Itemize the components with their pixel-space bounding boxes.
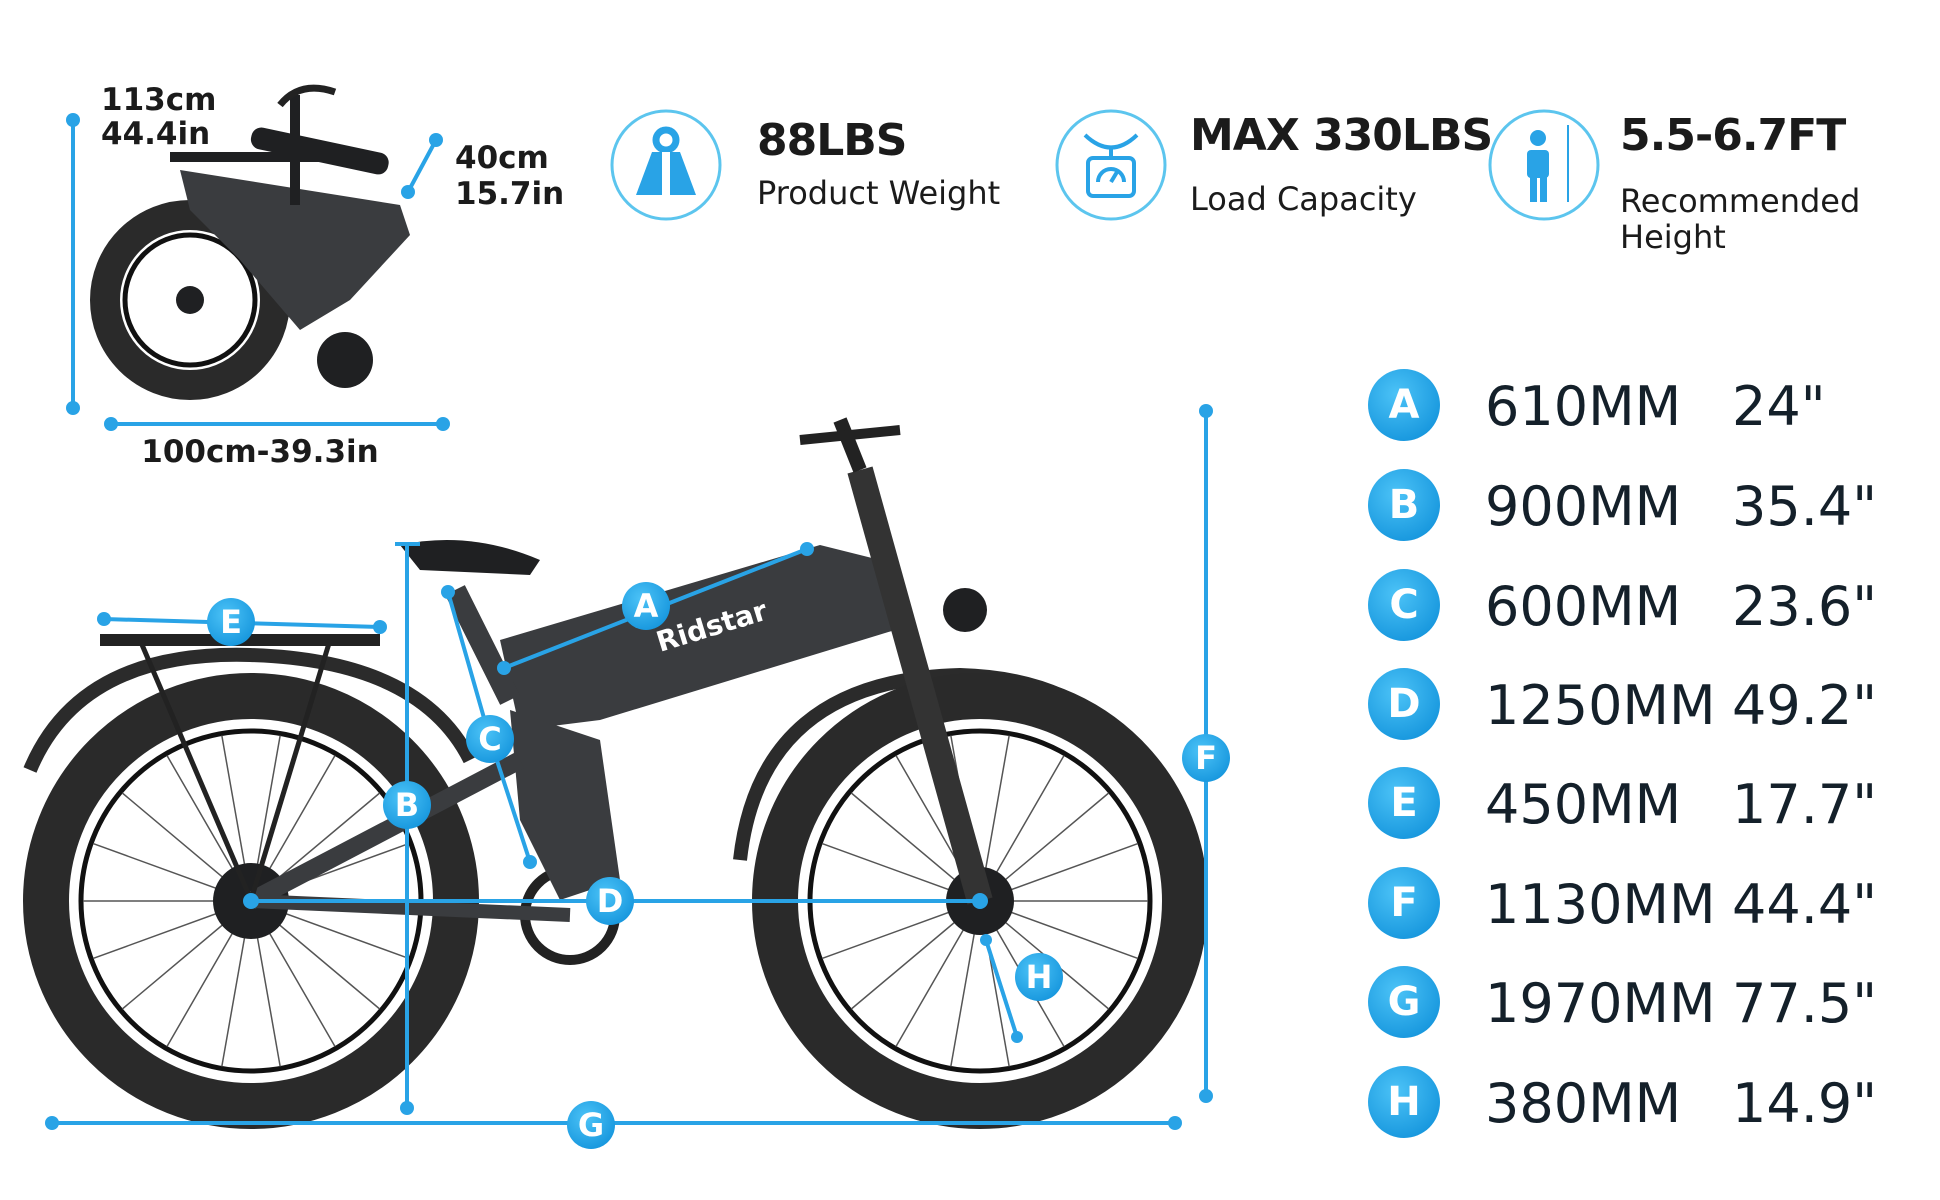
spec-letter-badge: [1368, 569, 1440, 641]
folded-width-in: 15.7in: [455, 176, 564, 212]
dimension-labels: A B C D E F G H: [207, 582, 1230, 1149]
folded-height-cm: 113cm: [101, 82, 216, 118]
spec-row-h: H 380MM 14.9": [1368, 1066, 1877, 1138]
svg-text:1130MM: 1130MM: [1485, 873, 1716, 936]
folded-bike-image: [90, 84, 410, 400]
svg-text:23.6": 23.6": [1732, 575, 1877, 638]
weight-label: Product Weight: [757, 174, 1000, 212]
svg-text:E: E: [220, 603, 242, 641]
spec-row-c: C 600MM 23.6": [1368, 569, 1877, 641]
load-capacity-value: MAX 330LBS: [1190, 110, 1492, 161]
label-c: C: [466, 715, 514, 763]
svg-text:H: H: [1387, 1079, 1420, 1125]
svg-text:77.5": 77.5": [1732, 972, 1877, 1035]
svg-text:D: D: [1387, 681, 1420, 727]
spec-row-d: D 1250MM 49.2": [1368, 668, 1877, 740]
height-label-line1: Recommended: [1620, 182, 1860, 220]
dimension-lines: [45, 404, 1213, 1130]
spec-row-g: G 1970MM 77.5": [1368, 966, 1877, 1038]
feature-load-capacity: MAX 330LBS Load Capacity: [1055, 109, 1493, 221]
weight-value: 88LBS: [757, 115, 907, 166]
svg-text:F: F: [1390, 880, 1417, 926]
label-a: A: [622, 582, 670, 630]
svg-text:450MM: 450MM: [1485, 773, 1681, 836]
height-value: 5.5-6.7FT: [1620, 110, 1846, 161]
svg-text:35.4": 35.4": [1732, 475, 1877, 538]
label-g: G: [567, 1101, 615, 1149]
svg-text:44.4": 44.4": [1732, 873, 1877, 936]
svg-text:380MM: 380MM: [1485, 1072, 1681, 1135]
folded-length: 100cm-39.3in: [141, 434, 378, 470]
svg-text:24": 24": [1732, 375, 1826, 438]
spec-row-a: A 610MM 24": [1368, 369, 1826, 441]
svg-text:G: G: [1388, 979, 1421, 1025]
spec-letter-badge: [1368, 966, 1440, 1038]
label-d: D: [586, 877, 634, 925]
svg-text:E: E: [1390, 780, 1417, 826]
folded-width-cm: 40cm: [455, 140, 549, 176]
svg-text:14.9": 14.9": [1732, 1072, 1877, 1135]
svg-text:H: H: [1026, 958, 1053, 996]
svg-text:D: D: [597, 882, 624, 920]
label-f: F: [1182, 734, 1230, 782]
height-label-line2: Height: [1620, 218, 1726, 256]
svg-text:B: B: [395, 786, 419, 824]
spec-letter-badge: [1368, 668, 1440, 740]
label-h: H: [1015, 953, 1063, 1001]
spec-row-f: F 1130MM 44.4": [1368, 867, 1877, 939]
spec-letter-badge: [1368, 767, 1440, 839]
svg-text:C: C: [478, 720, 501, 758]
spec-row-b: B 900MM 35.4": [1368, 469, 1877, 541]
svg-text:49.2": 49.2": [1732, 674, 1877, 737]
folded-width-line: [406, 139, 438, 193]
svg-text:A: A: [1389, 382, 1420, 428]
svg-text:610MM: 610MM: [1485, 375, 1681, 438]
svg-text:17.7": 17.7": [1732, 773, 1877, 836]
spec-letter-badge: [1368, 1066, 1440, 1138]
svg-text:B: B: [1389, 482, 1420, 528]
weight-icon: [636, 126, 696, 195]
svg-text:F: F: [1195, 739, 1217, 777]
spec-letter-badge: [1368, 867, 1440, 939]
load-capacity-label: Load Capacity: [1190, 180, 1417, 218]
label-b: B: [383, 781, 431, 829]
feature-recommended-height: 5.5-6.7FT Recommended Height: [1488, 109, 1860, 256]
svg-text:1970MM: 1970MM: [1485, 972, 1716, 1035]
scale-icon: [1083, 133, 1139, 198]
spec-letter-badge: [1368, 369, 1440, 441]
svg-text:900MM: 900MM: [1485, 475, 1681, 538]
svg-text:600MM: 600MM: [1485, 575, 1681, 638]
svg-text:C: C: [1389, 582, 1418, 628]
label-e: E: [207, 598, 255, 646]
person-height-icon: [1527, 125, 1569, 202]
svg-text:A: A: [634, 587, 659, 625]
spec-table: A 610MM 24" B 900MM 35.4" C 600MM 23.6" D 1250M…: [1368, 369, 1877, 1138]
folded-height-in: 44.4in: [101, 116, 210, 152]
bike-image: Ridstar: [23, 417, 1208, 1129]
spec-letter-badge: [1368, 469, 1440, 541]
spec-row-e: E 450MM 17.7": [1368, 767, 1877, 839]
svg-text:G: G: [578, 1106, 604, 1144]
svg-text:1250MM: 1250MM: [1485, 674, 1716, 737]
feature-weight: 88LBS Product Weight: [610, 109, 1000, 221]
